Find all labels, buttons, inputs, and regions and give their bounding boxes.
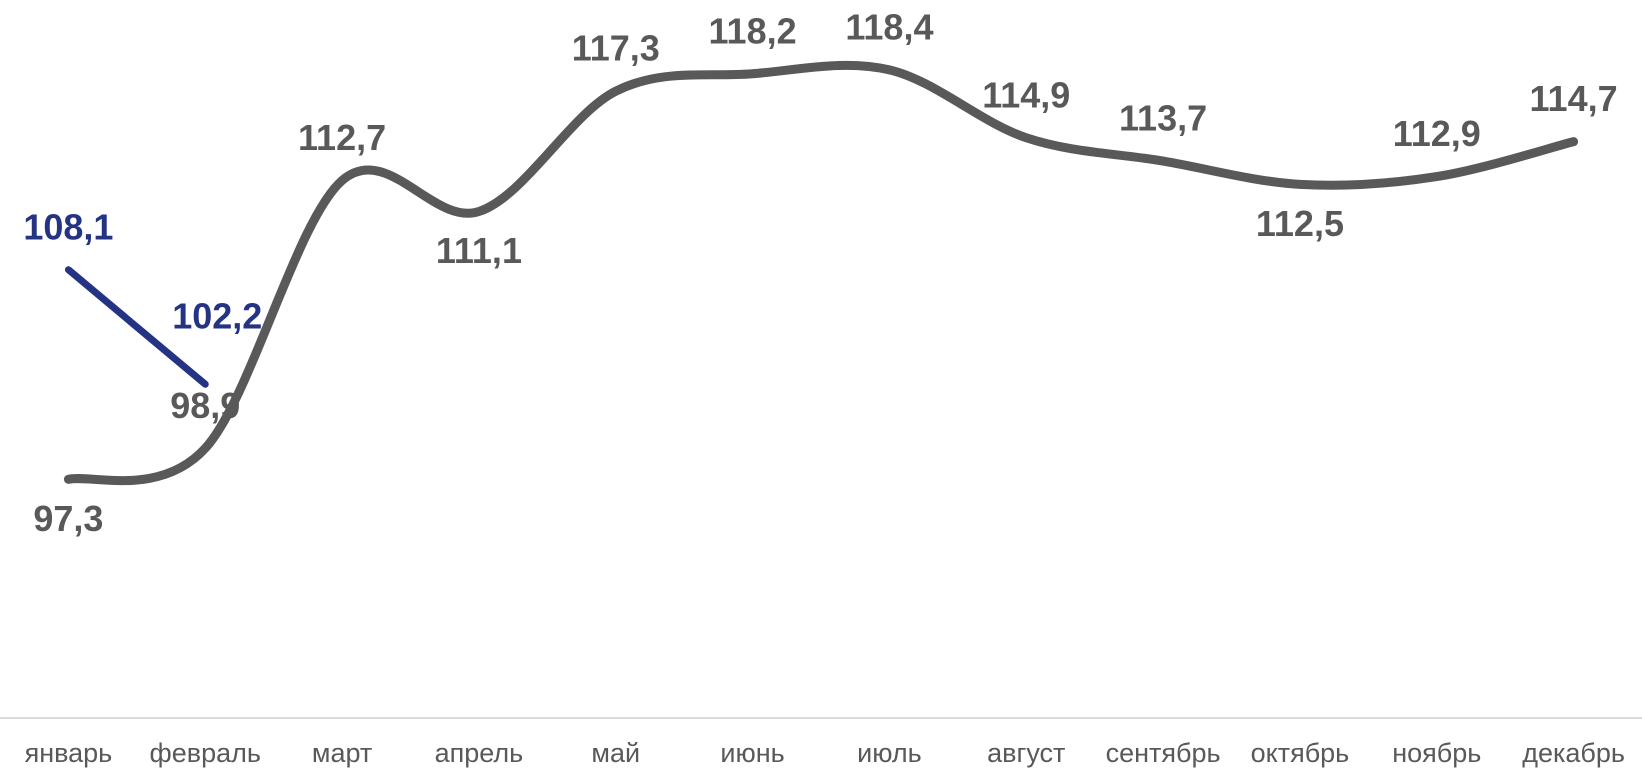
x-tick-label: март	[312, 738, 372, 768]
data-label: 118,2	[709, 10, 797, 51]
data-label: 117,3	[572, 28, 660, 69]
series-line	[63, 60, 1579, 486]
data-label: 114,7	[1530, 78, 1618, 119]
data-label: 118,4	[845, 6, 933, 47]
data-label: 111,1	[436, 230, 522, 271]
x-tick-label: июнь	[720, 738, 784, 768]
data-label: 114,9	[982, 74, 1070, 115]
x-tick-label: февраль	[150, 738, 261, 768]
x-tick-label: октябрь	[1251, 738, 1350, 768]
data-label: 102,2	[172, 296, 262, 337]
data-label: 98,9	[170, 385, 240, 426]
data-label: 112,5	[1256, 203, 1344, 244]
data-label: 97,3	[33, 498, 103, 539]
x-tick-label: ноябрь	[1392, 738, 1481, 768]
x-tick-label: апрель	[435, 738, 524, 768]
series-line	[64, 266, 209, 388]
x-tick-label: январь	[25, 738, 113, 768]
data-label: 108,1	[23, 206, 113, 247]
x-tick-label: сентябрь	[1106, 738, 1221, 768]
x-tick-label: декабрь	[1522, 738, 1625, 768]
x-tick-label: май	[591, 738, 640, 768]
data-label: 113,7	[1119, 98, 1207, 139]
data-label: 112,7	[298, 117, 386, 158]
x-tick-label: август	[987, 738, 1065, 768]
x-tick-label: июль	[857, 738, 922, 768]
data-label: 112,9	[1393, 113, 1481, 154]
